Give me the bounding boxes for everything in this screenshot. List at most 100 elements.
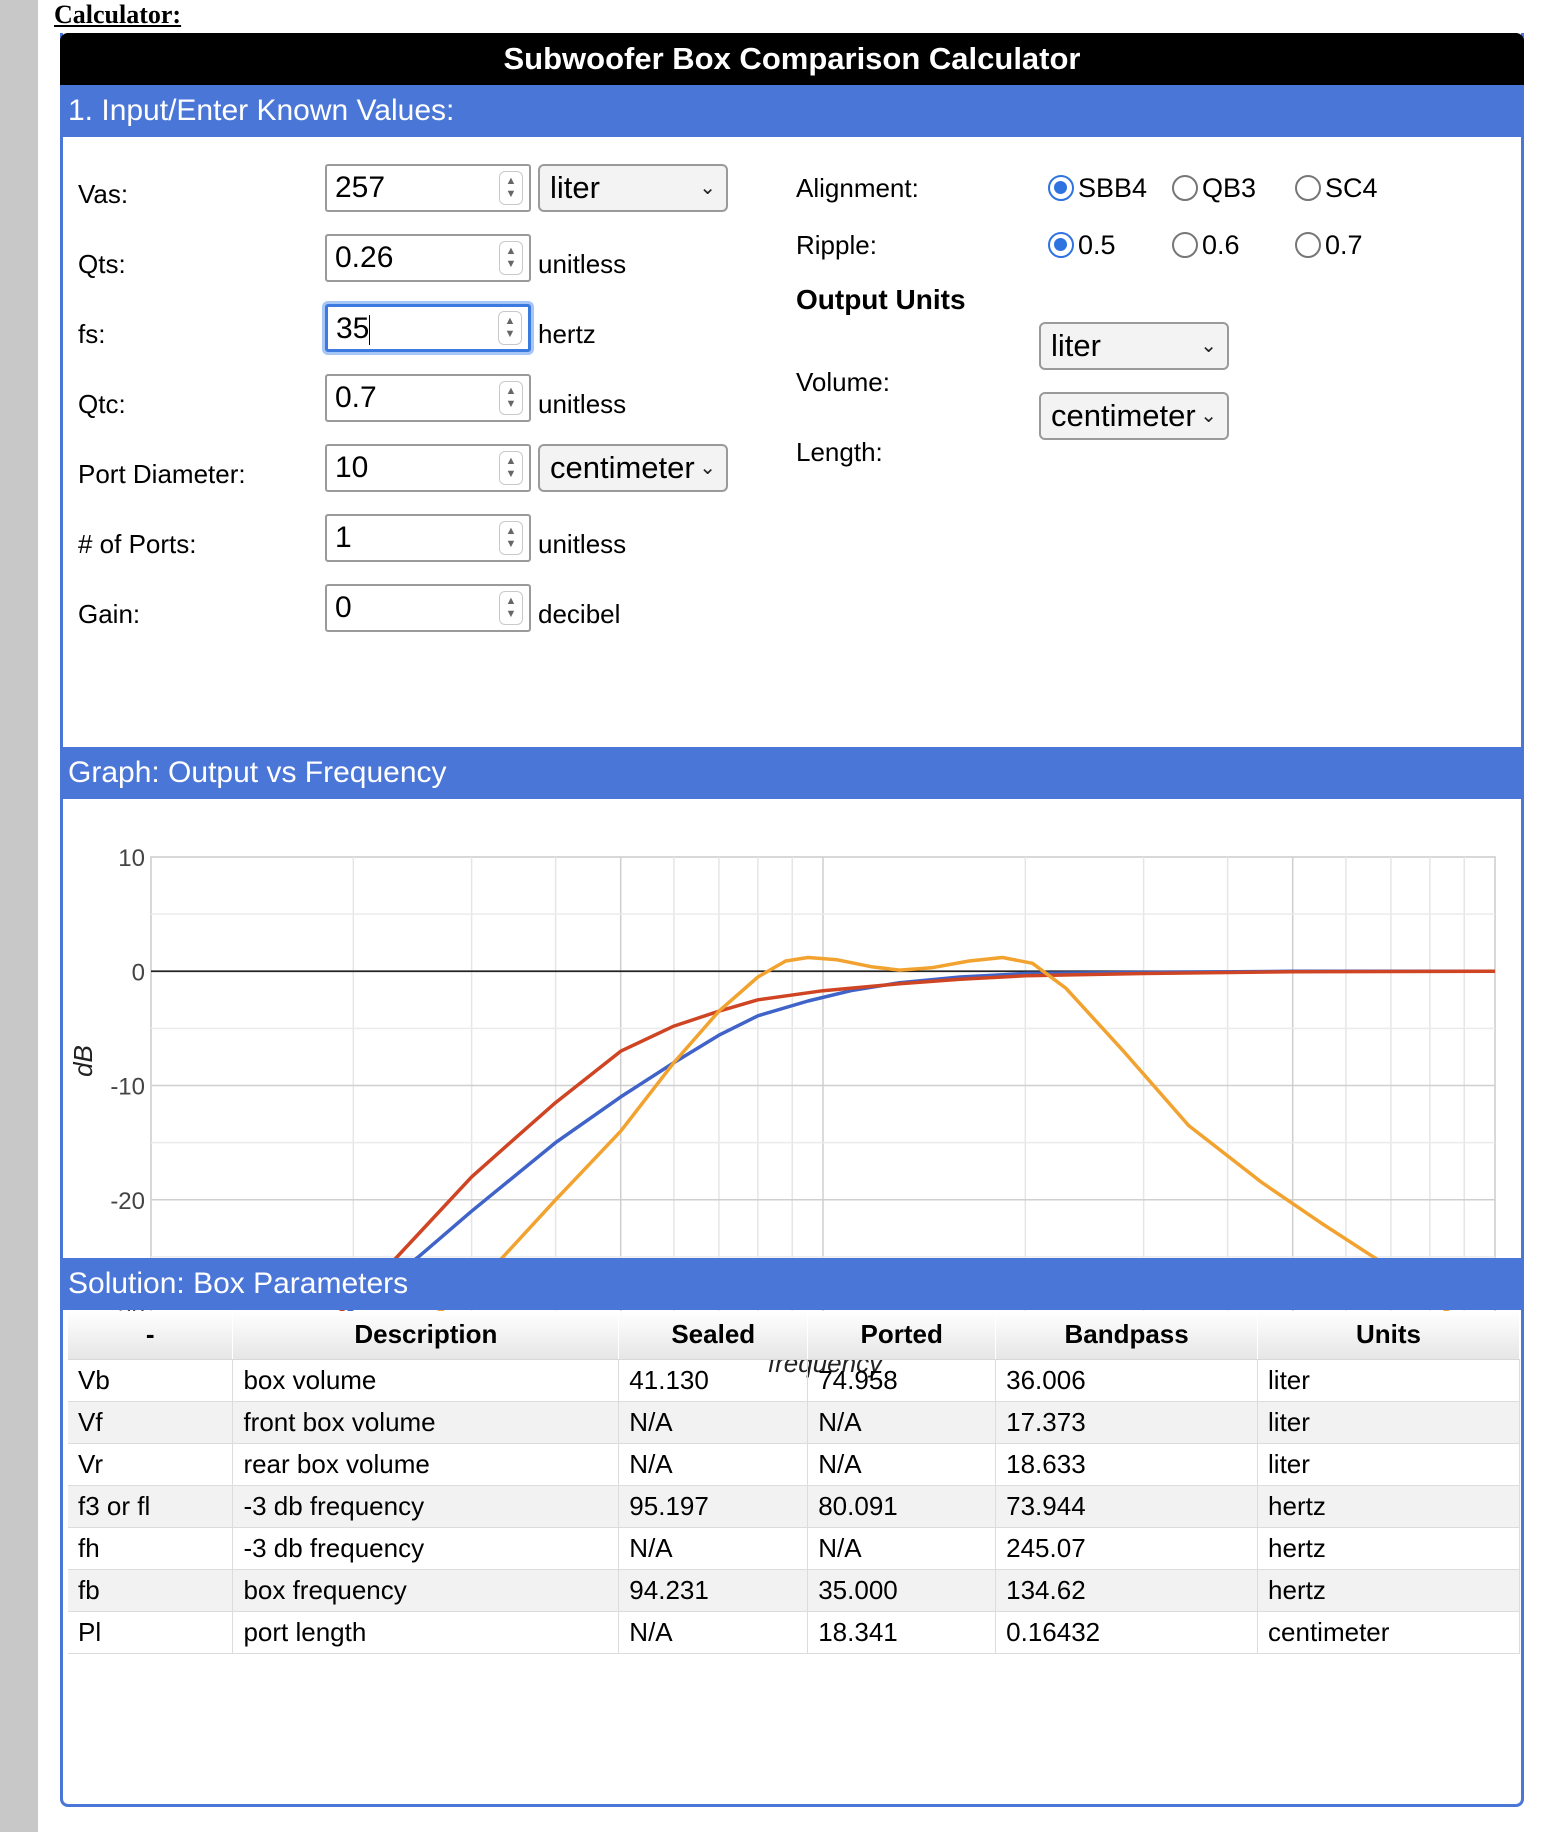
qts-input[interactable]: 0.26 ▲ ▼ (325, 234, 531, 282)
ripple-label: Ripple: (796, 230, 877, 260)
table-row: Vr rear box volume N/A N/A 18.633 liter (68, 1443, 1520, 1486)
ripple-option-0-6[interactable]: 0.6 (1172, 230, 1240, 260)
table-cell: hertz (1257, 1485, 1520, 1528)
spin-up-icon: ▲ (505, 455, 517, 467)
table-header-row: - Description Sealed Ported Bandpass Uni… (68, 1311, 1520, 1360)
radio-unselected-icon[interactable] (1172, 232, 1198, 258)
fs-spinner[interactable]: ▲ ▼ (498, 311, 522, 345)
table-cell: Vr (68, 1443, 234, 1486)
table-cell: 94.231 (618, 1569, 809, 1612)
spin-up-icon: ▲ (505, 525, 517, 537)
table-row: Vb box volume 41.130 74.958 36.006 liter (68, 1359, 1520, 1402)
table-cell: N/A (618, 1443, 809, 1486)
chevron-down-icon: ⌄ (1200, 335, 1217, 357)
port-diameter-spinner[interactable]: ▲ ▼ (499, 451, 523, 485)
spin-down-icon: ▼ (504, 328, 516, 340)
inputs-section-header: 1. Input/Enter Known Values: (60, 85, 1524, 137)
table-row: Vf front box volume N/A N/A 17.373 liter (68, 1401, 1520, 1444)
port-diameter-value: 10 (335, 451, 369, 484)
table-cell: 80.091 (807, 1485, 997, 1528)
num-ports-spinner[interactable]: ▲ ▼ (499, 521, 523, 555)
num-ports-input[interactable]: 1 ▲ ▼ (325, 514, 531, 562)
port-diameter-label: Port Diameter: (78, 459, 246, 489)
volume-unit-select[interactable]: liter ⌄ (1039, 322, 1229, 370)
column-header-description: Description (232, 1311, 620, 1360)
table-cell: N/A (807, 1401, 997, 1444)
qts-value: 0.26 (335, 241, 394, 274)
chart-series (337, 955, 1495, 1314)
table-cell: rear box volume (232, 1443, 620, 1486)
table-row: f3 or fl -3 db frequency 95.197 80.091 7… (68, 1485, 1520, 1528)
table-row: fh -3 db frequency N/A N/A 245.07 hertz (68, 1527, 1520, 1570)
y-tick-label: -10 (110, 1074, 145, 1101)
volume-unit-value: liter (1051, 328, 1101, 363)
qtc-spinner[interactable]: ▲ ▼ (499, 381, 523, 415)
chevron-down-icon: ⌄ (699, 457, 716, 479)
ripple-option-label: 0.5 (1078, 230, 1116, 260)
table-cell: box volume (232, 1359, 620, 1402)
num-ports-label: # of Ports: (78, 529, 197, 559)
table-cell: N/A (807, 1443, 997, 1486)
gain-label: Gain: (78, 599, 141, 629)
qtc-input[interactable]: 0.7 ▲ ▼ (325, 374, 531, 422)
table-cell: liter (1257, 1401, 1520, 1444)
gain-unit: decibel (538, 599, 621, 629)
alignment-option-sc4[interactable]: SC4 (1295, 173, 1378, 203)
fs-input[interactable]: 35 ▲ ▼ (325, 304, 531, 352)
output-units-heading: Output Units (796, 284, 966, 315)
table-cell: hertz (1257, 1527, 1520, 1570)
table-row: Pl port length N/A 18.341 0.16432 centim… (68, 1611, 1520, 1654)
table-cell: port length (232, 1611, 620, 1654)
table-cell: 245.07 (995, 1527, 1259, 1570)
table-cell: N/A (618, 1527, 809, 1570)
ripple-option-0-5[interactable]: 0.5 (1048, 230, 1116, 260)
gain-value: 0 (335, 591, 352, 624)
radio-unselected-icon[interactable] (1295, 232, 1321, 258)
qts-label: Qts: (78, 249, 126, 279)
length-unit-select[interactable]: centimeter ⌄ (1039, 392, 1229, 440)
length-label: Length: (796, 437, 883, 467)
alignment-option-qb3[interactable]: QB3 (1172, 173, 1256, 203)
table-cell: 18.341 (807, 1611, 997, 1654)
vas-unit-select[interactable]: liter ⌄ (538, 164, 728, 212)
gain-input[interactable]: 0 ▲ ▼ (325, 584, 531, 632)
vas-value: 257 (335, 171, 386, 204)
table-cell: box frequency (232, 1569, 620, 1612)
gain-spinner[interactable]: ▲ ▼ (499, 591, 523, 625)
fs-unit: hertz (538, 319, 596, 349)
table-cell: N/A (618, 1611, 809, 1654)
spin-down-icon: ▼ (505, 608, 517, 620)
spin-down-icon: ▼ (505, 398, 517, 410)
radio-unselected-icon[interactable] (1295, 175, 1321, 201)
alignment-label: Alignment: (796, 173, 919, 203)
table-cell: Vb (68, 1359, 234, 1402)
calculator-title: Subwoofer Box Comparison Calculator (60, 33, 1524, 85)
table-cell: 0.16432 (995, 1611, 1259, 1654)
qts-spinner[interactable]: ▲ ▼ (499, 241, 523, 275)
vas-input[interactable]: 257 ▲ ▼ (325, 164, 531, 212)
vas-label: Vas: (78, 179, 129, 209)
table-cell: liter (1257, 1443, 1520, 1486)
alignment-option-sbb4[interactable]: SBB4 (1048, 173, 1147, 203)
table-cell: 17.373 (995, 1401, 1259, 1444)
spin-down-icon: ▼ (505, 538, 517, 550)
alignment-option-label: QB3 (1202, 173, 1257, 203)
box-parameters-table: - Description Sealed Ported Bandpass Uni… (68, 1311, 1520, 1654)
radio-selected-icon[interactable] (1048, 232, 1074, 258)
qtc-value: 0.7 (335, 381, 377, 414)
table-row: fb box frequency 94.231 35.000 134.62 he… (68, 1569, 1520, 1612)
radio-selected-icon[interactable] (1048, 175, 1074, 201)
alignment-option-label: SC4 (1325, 173, 1378, 203)
spin-up-icon: ▲ (505, 595, 517, 607)
port-diameter-unit-select[interactable]: centimeter ⌄ (538, 444, 728, 492)
ripple-option-0-7[interactable]: 0.7 (1295, 230, 1363, 260)
y-tick-label: 10 (118, 845, 145, 872)
y-tick-label: -20 (110, 1188, 145, 1215)
y-tick-label: 0 (132, 959, 145, 986)
table-cell: -3 db frequency (232, 1527, 620, 1570)
vas-spinner[interactable]: ▲ ▼ (499, 171, 523, 205)
port-diameter-input[interactable]: 10 ▲ ▼ (325, 444, 531, 492)
chart-grid (150, 856, 1496, 1315)
radio-unselected-icon[interactable] (1172, 175, 1198, 201)
spin-up-icon: ▲ (505, 175, 517, 187)
